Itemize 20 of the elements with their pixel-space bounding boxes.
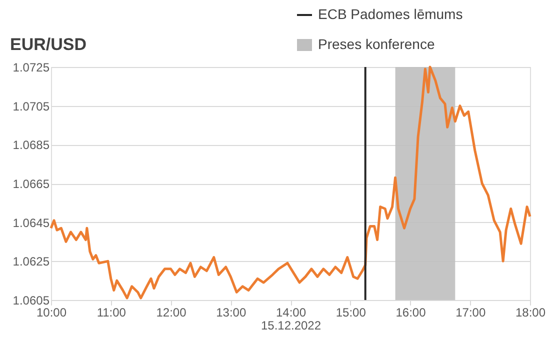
x-tick-label: 16:00 — [396, 306, 426, 320]
y-tick-label: 1.0725 — [12, 60, 50, 74]
y-tick-label: 1.0685 — [12, 138, 50, 152]
x-tick-label: 14:00 — [276, 306, 306, 320]
x-tick-label: 17:00 — [456, 306, 486, 320]
x-tick-label: 10:00 — [36, 306, 67, 320]
y-tick-label: 1.0645 — [12, 216, 50, 230]
legend-label: ECB Padomes lēmums — [318, 6, 463, 22]
x-tick-label: 13:00 — [216, 306, 246, 320]
x-tick-label: 12:00 — [156, 306, 187, 320]
chart-title: EUR/USD — [10, 35, 87, 54]
y-tick-label: 1.0705 — [12, 99, 50, 114]
y-tick-label: 1.0605 — [12, 294, 50, 308]
x-axis-title: 15.12.2022 — [260, 318, 322, 332]
x-tick-label: 15:00 — [336, 306, 366, 320]
x-tick-label: 18:00 — [515, 306, 546, 320]
y-tick-label: 1.0625 — [12, 254, 50, 269]
x-tick-label: 11:00 — [96, 306, 126, 320]
y-tick-label: 1.0665 — [12, 177, 50, 191]
legend-label: Preses konference — [318, 36, 435, 52]
